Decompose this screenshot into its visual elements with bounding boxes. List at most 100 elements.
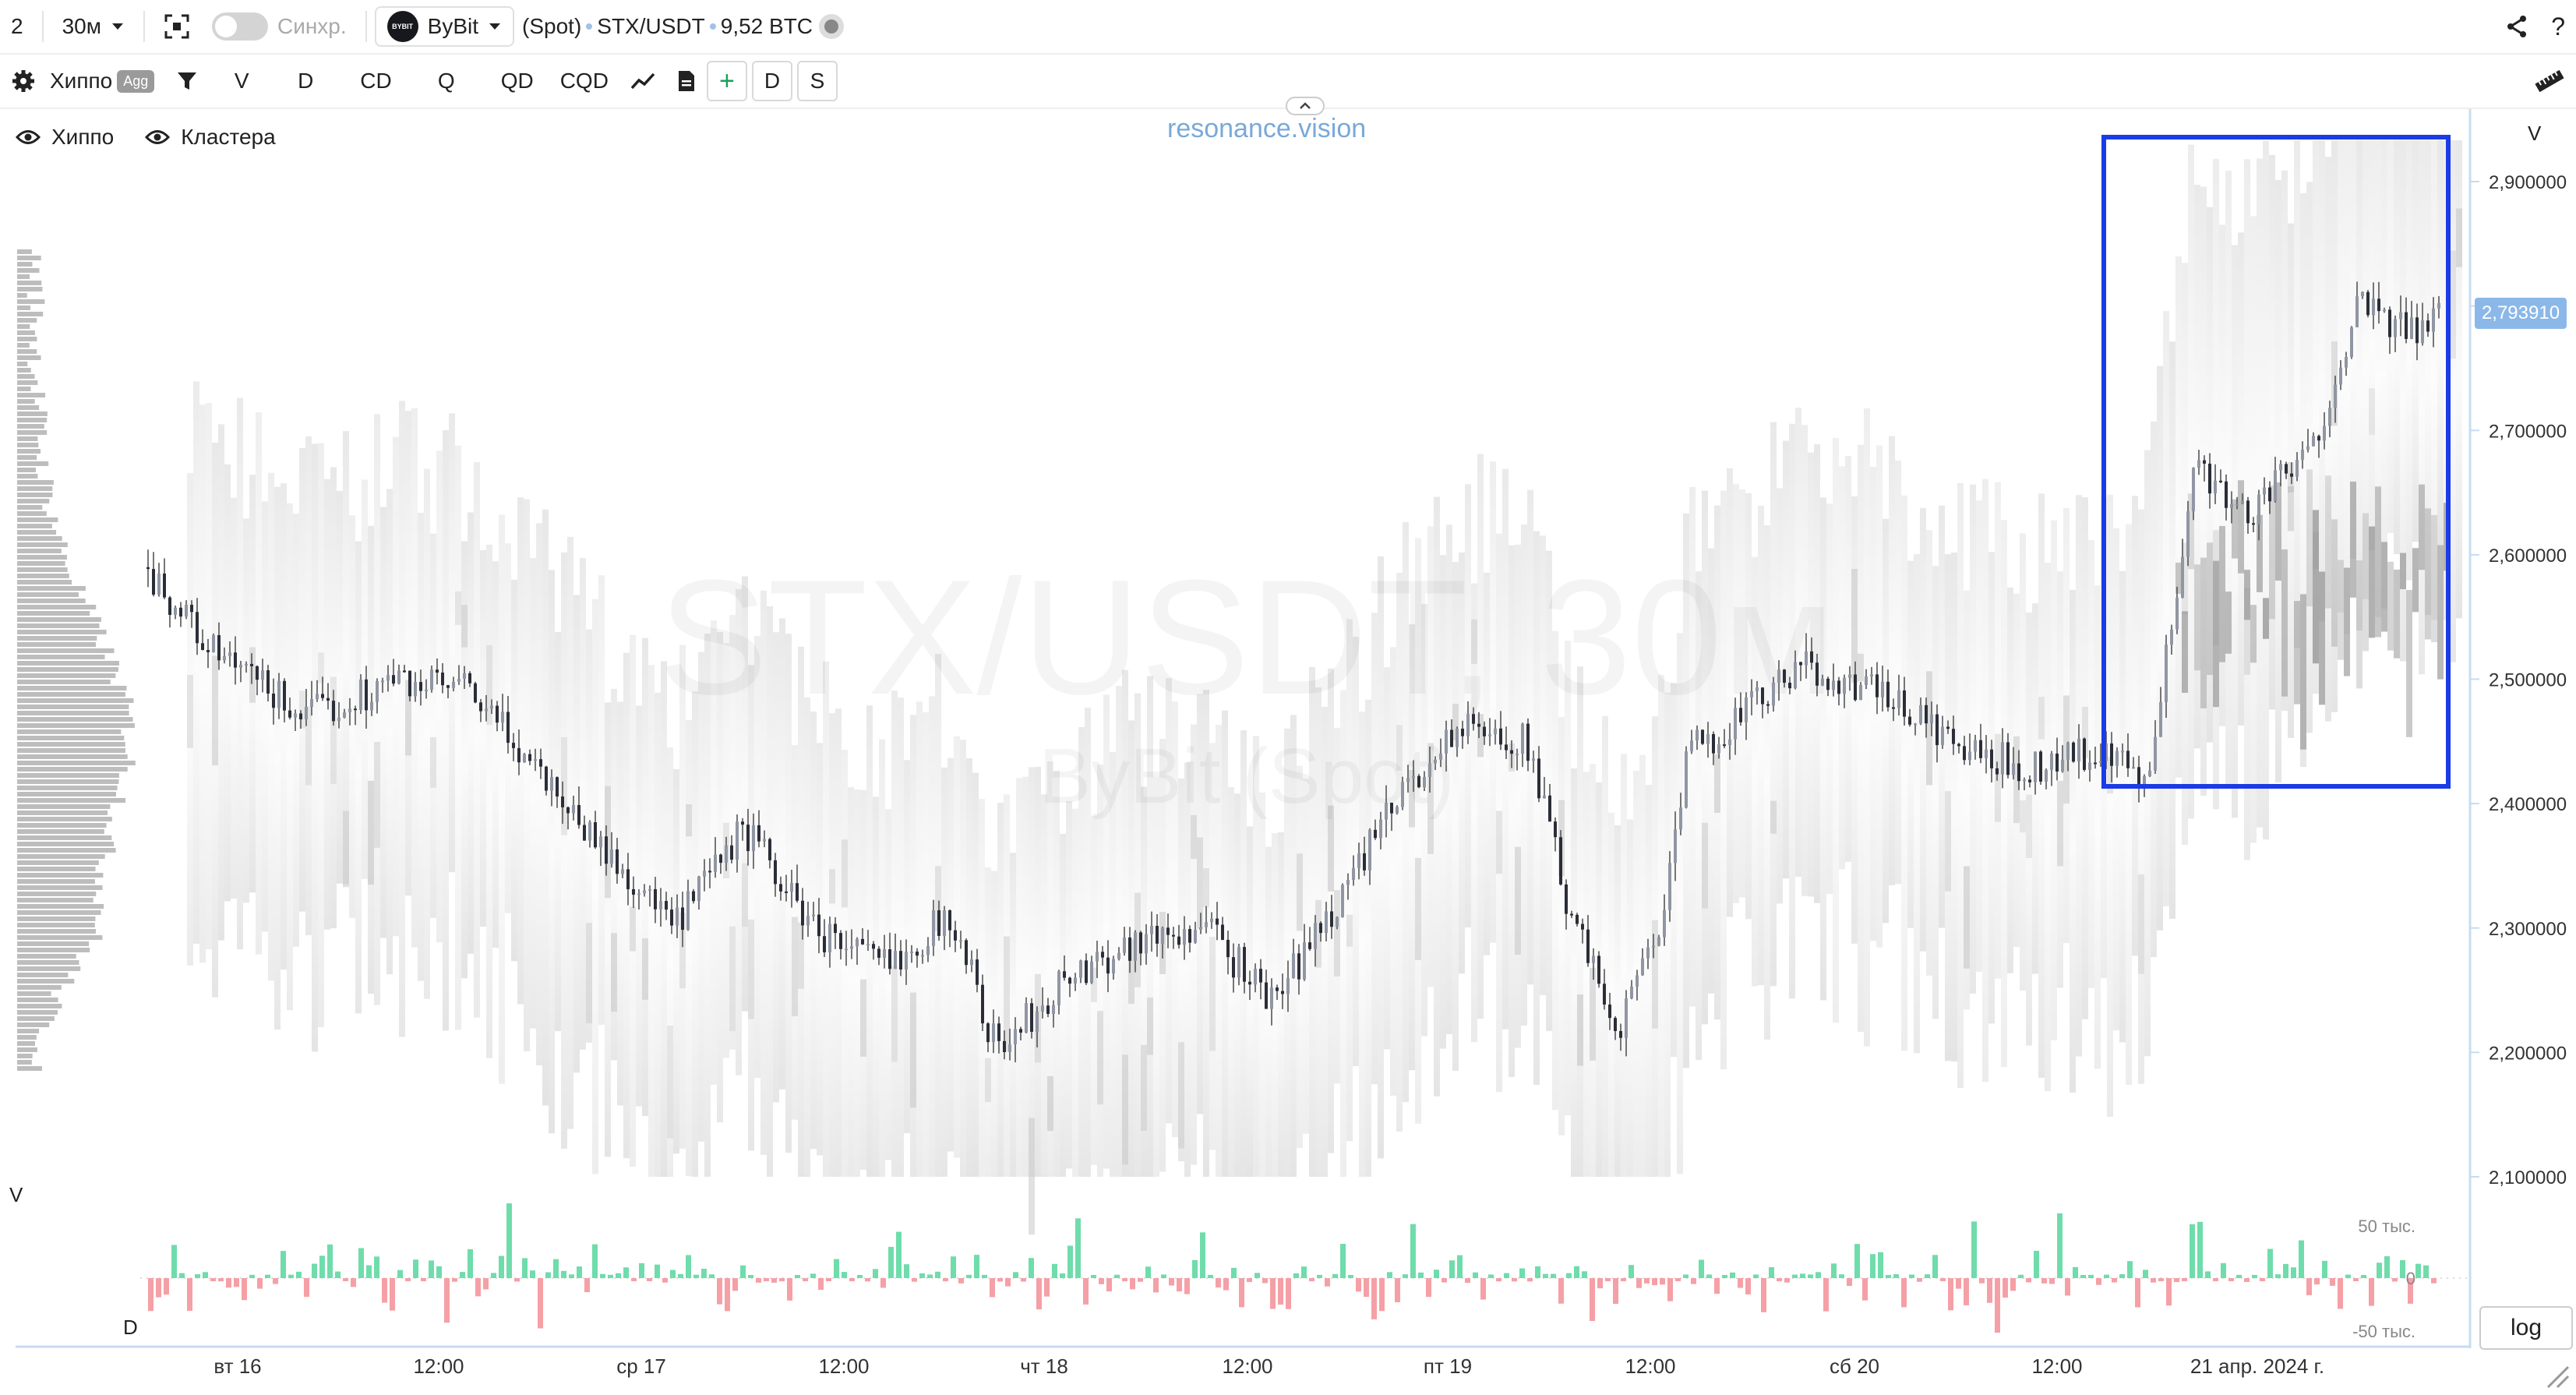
settings-button[interactable] — [0, 61, 47, 101]
layer-hippo[interactable]: Хиппо — [16, 125, 114, 150]
hippo-column — [698, 652, 704, 1142]
hippo-column — [873, 796, 879, 1177]
candle-body — [1641, 958, 1644, 976]
line-chart-button[interactable] — [619, 61, 666, 101]
volume-bar-sell — [218, 1278, 224, 1282]
candle-body — [845, 948, 848, 951]
document-button[interactable] — [666, 61, 707, 101]
timeframe-select[interactable]: 30м — [51, 0, 136, 54]
candle-body — [2426, 320, 2430, 332]
time-axis-ticks[interactable]: вт 16 12:00 ср 17 12:00 чт 18 12:00 пт 19 12:00… — [213, 1354, 2324, 1378]
pair-label[interactable]: STX/USDT — [597, 14, 705, 38]
eye-icon[interactable] — [16, 129, 41, 146]
volume-bar-buy — [358, 1248, 364, 1278]
candle-body — [1461, 728, 1464, 736]
fullscreen-button[interactable] — [153, 0, 201, 54]
volume-bar-buy — [1932, 1255, 1938, 1278]
volume-bar-sell — [2392, 1278, 2398, 1282]
exchange-select[interactable]: BYBIT ByBit — [374, 6, 515, 47]
indicator-d-button[interactable]: D — [285, 61, 326, 101]
candle-body — [1117, 952, 1120, 959]
hippo-column — [1558, 717, 1565, 1135]
add-button[interactable]: + — [706, 61, 747, 101]
hippo-column — [1664, 692, 1671, 1177]
candle-body — [1292, 953, 1295, 979]
volume-bar-sell — [2408, 1278, 2413, 1304]
s-toggle-button[interactable]: S — [796, 61, 838, 101]
candle-body — [310, 699, 313, 708]
indicator-cd-button[interactable]: CD — [349, 61, 402, 101]
volume-bar-sell — [1613, 1278, 1618, 1305]
sync-switch[interactable] — [211, 12, 268, 41]
dot-separator — [709, 23, 716, 30]
volume-bar-buy — [927, 1274, 933, 1278]
status-icon — [819, 14, 845, 39]
candle-body — [2295, 460, 2299, 477]
indicator-q-button[interactable]: Q — [426, 61, 467, 101]
hippo-dense-cell — [2437, 545, 2444, 680]
volume-bar-buy — [561, 1270, 566, 1278]
log-scale-button[interactable]: log — [2479, 1306, 2573, 1350]
hippo-column — [2144, 450, 2151, 1057]
volume-profile-bar — [17, 985, 62, 990]
hippo-column — [1702, 490, 1708, 1025]
price-chart[interactable]: STX/USDT, 30м ByBit (Spot) 2,9000002,800… — [0, 109, 2576, 1395]
eye-icon[interactable] — [145, 129, 171, 146]
layout-number[interactable]: 2 — [0, 0, 34, 54]
volume-profile-bar — [17, 655, 105, 659]
candle-body — [1079, 960, 1082, 978]
hippo-column — [256, 412, 262, 955]
candle-body — [1188, 929, 1191, 943]
indicator-v-button[interactable]: V — [221, 61, 262, 101]
volume-profile-bar — [17, 337, 37, 341]
time-tick-label: 12:00 — [1625, 1354, 1675, 1378]
candle-body — [637, 893, 640, 895]
hippo-cell — [935, 866, 941, 931]
volume-bar-sell — [1005, 1278, 1011, 1287]
agg-badge[interactable]: Agg — [117, 69, 155, 93]
resize-handle-icon[interactable] — [2546, 1365, 2570, 1389]
hippo-dense-cell — [2356, 560, 2363, 689]
candle-body — [746, 825, 750, 852]
filter-button[interactable] — [165, 61, 209, 101]
volume-bar-buy — [2415, 1263, 2421, 1278]
indicator-cqd-button[interactable]: CQD — [549, 61, 619, 101]
help-button[interactable]: ? — [2540, 0, 2576, 54]
candle-body — [381, 680, 384, 683]
hippo-column — [1216, 725, 1222, 1177]
volume-bar-buy — [312, 1263, 317, 1278]
candle-body — [425, 690, 428, 692]
volume-profile-bar — [17, 274, 30, 279]
hippo-column — [966, 758, 972, 1177]
candle-body — [2045, 769, 2048, 782]
volume-bar-buy — [319, 1256, 325, 1278]
time-tick-label: 12:00 — [413, 1354, 464, 1378]
collapse-toolbar-button[interactable] — [1286, 97, 1325, 115]
hippo-column — [711, 620, 717, 1085]
hippo-column — [1097, 765, 1103, 1177]
candle-body — [1728, 739, 1731, 746]
hippo-column — [349, 515, 355, 918]
candle-body — [397, 670, 401, 684]
layer-clusters[interactable]: Кластера — [145, 125, 276, 150]
exchange-label: ByBit — [427, 14, 479, 38]
hippo-column — [1608, 812, 1614, 1177]
volume-bar-sell — [1995, 1278, 2000, 1333]
price-tick-label: 2,500000 — [2489, 670, 2567, 691]
candle-body — [730, 845, 733, 860]
candle-body — [1232, 957, 1235, 978]
indicator-qd-button[interactable]: QD — [490, 61, 545, 101]
sync-toggle[interactable]: Синхр. — [201, 0, 358, 54]
d-toggle-button[interactable]: D — [751, 61, 792, 101]
volume-profile-bar — [17, 935, 103, 940]
hippo-column — [717, 632, 723, 1123]
candle-body — [1996, 768, 1999, 775]
hippo-indicator-button[interactable]: Хиппо Agg — [47, 61, 165, 101]
hippo-column — [1053, 770, 1060, 1177]
candle-body — [2121, 750, 2124, 753]
hippo-column — [1340, 690, 1346, 1177]
volume-bar-sell — [1901, 1278, 1907, 1308]
ruler-button[interactable] — [2523, 61, 2576, 101]
share-button[interactable] — [2493, 0, 2540, 54]
volume-bar-sell — [1590, 1278, 1595, 1321]
